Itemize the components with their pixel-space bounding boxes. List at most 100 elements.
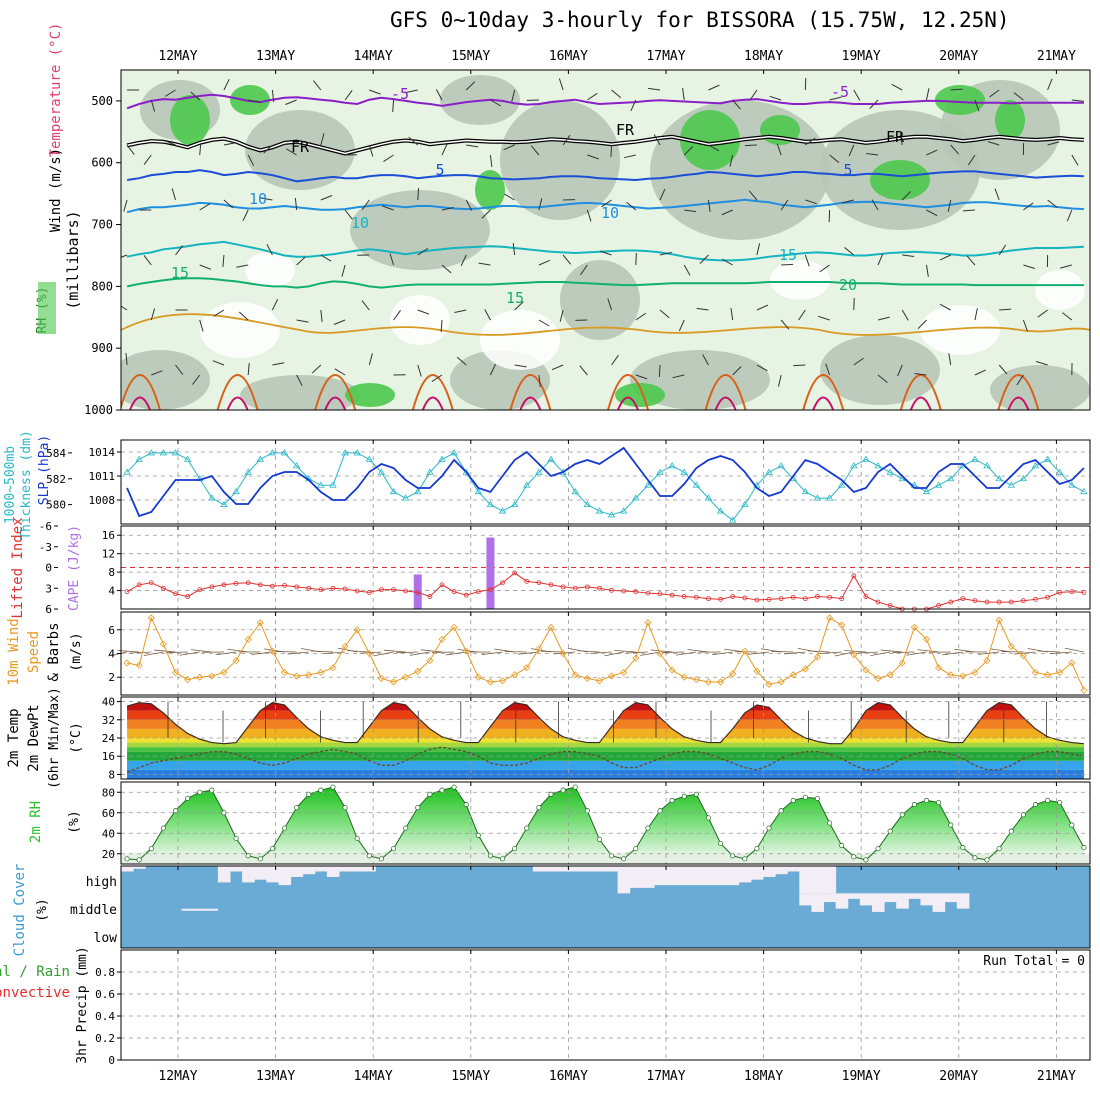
day-label-top: 20MAY [939,49,978,64]
y-tick-label: 2 [108,671,115,684]
lifted-point [221,582,227,588]
wind-barb [212,360,225,366]
contour-label: 10 [249,190,267,208]
thickness-point [208,494,216,501]
wind-barb [558,78,564,91]
wind-barb [260,197,273,201]
wind-barb [926,209,938,217]
lifted-point [560,584,566,590]
wind-barb [478,262,491,266]
wind-barb [311,364,322,374]
isotherm--5 [126,93,1084,110]
precip-frame [120,949,1091,1061]
lifted-point [645,590,651,596]
lifted-point [294,584,300,590]
rh-point [548,791,554,797]
contour-label: 10 [601,204,619,222]
rh-point [718,840,724,847]
wind-barb [683,146,694,156]
cloud-high-gap [823,866,837,894]
rh-point [669,797,675,804]
wind-speed-point [402,673,410,681]
wind-barb [974,99,980,112]
wind-barb [504,193,515,201]
lifted-point [475,589,481,595]
wind-speed-point [293,672,301,680]
wind-speed-point [559,649,567,658]
lifted-point [827,594,832,600]
label-wind-2: Speed [26,631,42,673]
wind-barb [732,99,741,110]
wind-barb [199,319,204,332]
day-label-top: 16MAY [549,49,588,64]
y-tick-label: 900 [91,341,113,355]
lifted-point [1081,590,1087,595]
wind-speed-point [789,671,797,679]
wind-barb [389,253,395,266]
lifted-point [851,573,857,579]
wind-barb [247,363,250,376]
rh-point [657,808,663,814]
wind-speed-point [935,664,943,672]
wind-barb [126,144,135,155]
wind-barb-10m [604,651,624,657]
thickness-point [874,462,882,469]
cloud-middle-gap [871,893,885,912]
cloud-high-gap [750,866,764,880]
rh-blob-8 [121,350,210,410]
wind-barb [914,373,927,376]
wind-barb [285,99,297,105]
y-tick-label: 0.2 [95,1032,115,1045]
thickness-point [1031,462,1040,469]
lifted-point [136,582,142,588]
thickness-point [414,487,422,495]
wind-barb [296,374,303,386]
rh-point [415,805,421,811]
wind-barb [672,374,685,379]
y-tick-label: 0.8 [95,966,115,979]
rh-point [330,784,336,790]
wind-barb [925,88,930,101]
thickness-point [934,481,943,488]
wind-barb [659,188,666,201]
wind-barb [901,191,911,201]
label-cape: CAPE (J/kg) [67,525,82,611]
wind-barb [877,374,888,383]
day-label-top: 19MAY [842,49,881,64]
lifted-point [1008,599,1014,605]
rh-point [390,846,397,852]
wind-barb-10m [409,651,430,656]
wind-speed-line [126,616,1085,691]
y-tick-label: 580 [46,499,66,512]
rh-point [294,805,300,811]
wind-speed-point [583,674,591,682]
cloud-high-gap [121,866,134,872]
wind-barb-10m [517,651,539,655]
wind-speed-point [959,672,967,680]
thickness-point [922,487,931,495]
lifted-point [621,588,627,594]
thickness-point [619,507,628,514]
thickness-point [171,449,180,456]
wind-barb [1016,374,1024,386]
wind-barb-10m [1050,651,1072,655]
day-label-bottom: 16MAY [549,1069,588,1084]
wind-barb-10m [374,651,394,657]
lifted-point [887,603,893,608]
wind-barb [441,264,452,274]
wind-barb [818,315,830,321]
wind-barb [199,264,212,270]
wind-barb-10m [1001,651,1024,653]
wind-barb-10m [165,651,188,654]
wind-barb [320,133,325,146]
lifted-point [488,587,493,593]
wind-barb [1066,209,1073,222]
label-precip-1: Total / Rain [0,964,70,980]
wind-barb [503,144,515,151]
wind-barb [1023,202,1034,211]
wind-barb [653,134,661,146]
lifted-point [512,570,518,576]
thickness-slp-frame [120,439,1091,525]
thickness-point [317,481,325,488]
lifted-point [778,596,784,602]
